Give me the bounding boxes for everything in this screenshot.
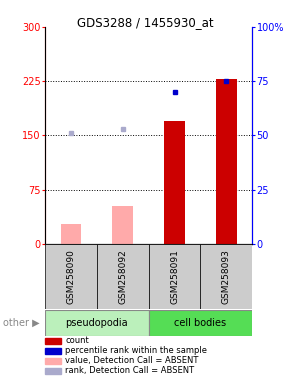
Text: other ▶: other ▶ [3,318,39,328]
Bar [45,244,97,309]
Bar [148,310,252,336]
Text: rank, Detection Call = ABSENT: rank, Detection Call = ABSENT [65,366,194,376]
Text: percentile rank within the sample: percentile rank within the sample [65,346,207,356]
Bar [97,244,148,309]
Bar [45,310,148,336]
Bar [164,121,185,244]
Bar [216,79,237,244]
Bar [112,206,133,244]
Text: GSM258092: GSM258092 [118,249,127,304]
Text: count: count [65,336,89,346]
Text: GSM258093: GSM258093 [222,249,231,304]
Text: GDS3288 / 1455930_at: GDS3288 / 1455930_at [77,16,213,29]
Text: value, Detection Call = ABSENT: value, Detection Call = ABSENT [65,356,199,366]
Bar [200,244,252,309]
Bar [61,223,81,244]
Text: GSM258091: GSM258091 [170,249,179,304]
Text: cell bodies: cell bodies [174,318,226,328]
Text: GSM258090: GSM258090 [66,249,75,304]
Text: pseudopodia: pseudopodia [66,318,128,328]
Bar [148,244,200,309]
